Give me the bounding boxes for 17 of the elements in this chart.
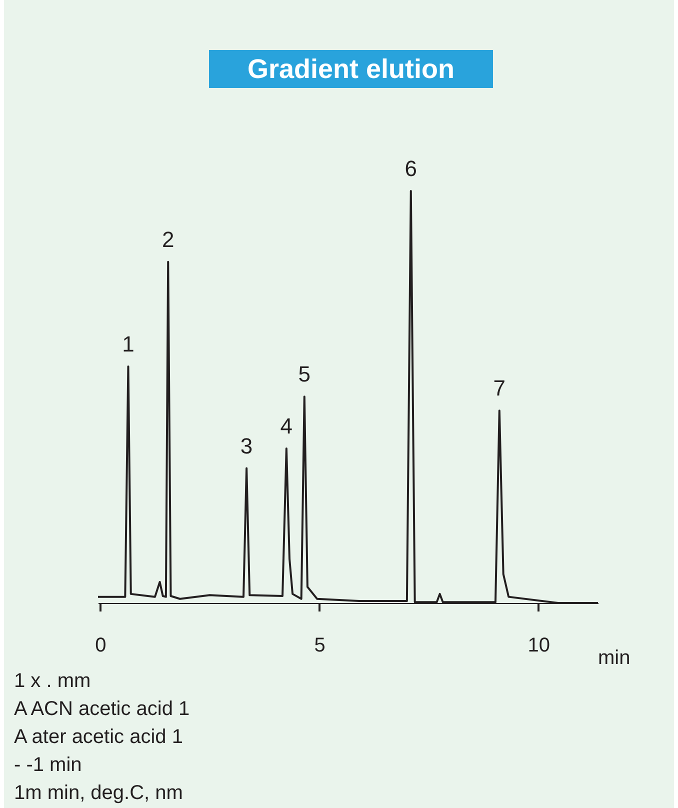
annotation: 3 [240, 433, 253, 458]
text: - -1 min [14, 753, 83, 778]
annotation: 5 [298, 362, 311, 387]
text: A ACN acetic acid 1 [14, 697, 190, 722]
chart-title: Gradient elution [209, 50, 493, 88]
x-tick-label: 0 [95, 634, 106, 656]
x-axis-title: min [598, 647, 630, 669]
text: 1 x . mm [14, 669, 92, 694]
text: A ater acetic acid 1 [14, 725, 184, 750]
annotation: 7 [493, 376, 506, 401]
annotation: 1 [122, 332, 134, 357]
annotation: 2 [162, 226, 174, 252]
text: 1m min, deg.C, nm [14, 781, 184, 806]
x-tick-label: 10 [528, 634, 550, 656]
annotation: 6 [404, 156, 418, 181]
x-tick-label: 5 [314, 634, 326, 656]
annotation: 4 [280, 414, 293, 438]
